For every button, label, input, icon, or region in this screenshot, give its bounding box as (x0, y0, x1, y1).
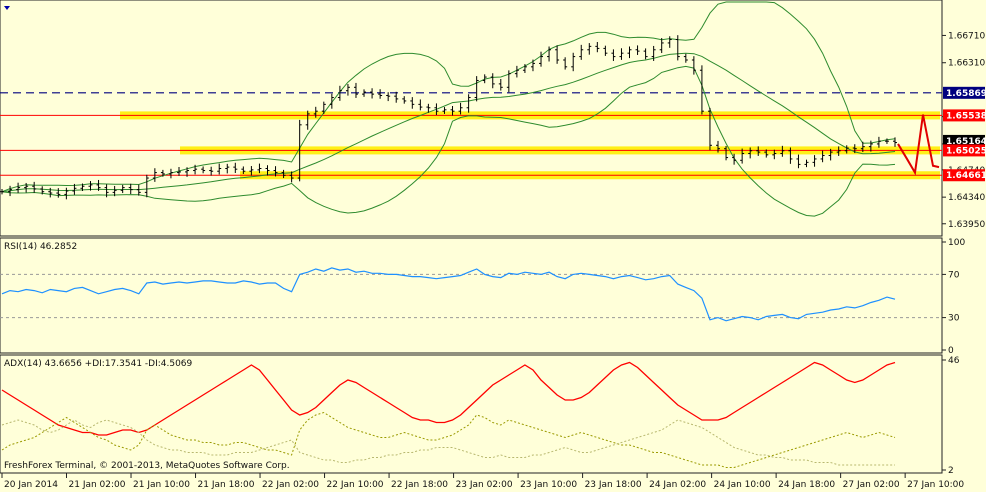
price-axis-label: 1.64340 (948, 193, 985, 203)
adx-line (1, 411, 896, 468)
price-tag (943, 169, 985, 182)
bollinger-middle (1, 52, 896, 193)
rsi-panel (0, 237, 943, 354)
rsi-axis-label: 30 (948, 314, 960, 324)
price-axis-label: 1.66310 (948, 59, 985, 69)
time-axis-label: 21 Jan 02:00 (69, 480, 126, 490)
time-axis-label: 21 Jan 18:00 (198, 480, 255, 490)
time-axis-label: 24 Jan 02:00 (649, 480, 706, 490)
adx-axis-label: 2 (948, 466, 954, 476)
rsi-title: RSI(14) 46.2852 (4, 242, 77, 252)
price-tag (943, 144, 985, 157)
adx-line (1, 419, 895, 466)
price-axis-label: 1.66710 (948, 31, 985, 41)
adx-layer (1, 361, 896, 468)
adx-axis-label: 46 (948, 356, 960, 366)
time-axis-label: 23 Jan 10:00 (520, 480, 577, 490)
rsi-line (1, 267, 896, 322)
price-tag-text: 1.65025 (946, 146, 986, 156)
price-layer (0, 1, 942, 217)
footer-copyright: FreshForex Terminal, © 2001-2013, MetaQu… (4, 461, 290, 471)
rsi-axis-label: 100 (948, 238, 965, 248)
time-axis-label: 21 Jan 10:00 (133, 480, 190, 490)
time-axis-label: 23 Jan 02:00 (456, 480, 513, 490)
rsi-axis-label: 70 (948, 270, 960, 280)
bollinger-lower (1, 65, 896, 217)
time-axis-label: 22 Jan 10:00 (327, 480, 384, 490)
rsi-axis-label: 0 (948, 346, 954, 356)
menu-triangle-icon[interactable] (4, 6, 10, 10)
adx-panel (0, 354, 943, 474)
time-axis-label: 24 Jan 18:00 (778, 480, 835, 490)
price-tag-text: 1.65538 (946, 111, 986, 121)
price-tag (943, 134, 985, 147)
bollinger-upper (1, 1, 896, 193)
time-axis-label: 22 Jan 18:00 (391, 480, 448, 490)
time-axis-label: 20 Jan 2014 (4, 480, 58, 490)
price-axis-label: 1.63950 (948, 220, 985, 230)
price-tag-text: 1.65869 (946, 89, 986, 99)
time-axis-label: 23 Jan 18:00 (585, 480, 642, 490)
price-tag-text: 1.64661 (946, 171, 986, 181)
time-axis-label: 22 Jan 02:00 (262, 480, 319, 490)
axis-layer: 1.667101.663101.655201.651201.647401.643… (1, 31, 986, 490)
price-tag (943, 86, 985, 99)
price-tag (943, 109, 985, 122)
adx-title: ADX(14) 43.6656 +DI:17.3541 -DI:4.5069 (4, 359, 193, 369)
price-tag-text: 1.65164 (946, 137, 986, 147)
forecast-arrow (897, 114, 940, 176)
time-axis-label: 27 Jan 02:00 (843, 480, 900, 490)
time-axis-label: 27 Jan 10:00 (907, 480, 964, 490)
rsi-layer (0, 267, 942, 322)
time-axis-label: 24 Jan 10:00 (714, 480, 771, 490)
